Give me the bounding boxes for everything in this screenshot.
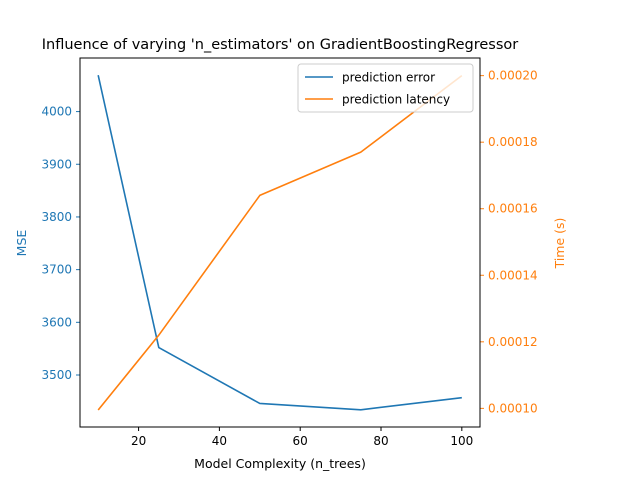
legend-label: prediction error: [342, 71, 435, 85]
y-tick-label-left: 3600: [41, 315, 72, 329]
x-axis-label: Model Complexity (n_trees): [194, 456, 366, 471]
x-axis: 20 40 60 80 100: [131, 427, 473, 448]
chart-title: Influence of varying 'n_estimators' on G…: [42, 37, 519, 53]
legend-box: [297, 63, 474, 113]
series-line-prediction-latency: [97, 74, 463, 411]
x-tick-label: 100: [450, 434, 473, 448]
y-axis-right: 0.00010 0.00012 0.00014 0.00016 0.00018 0.000…: [480, 69, 538, 415]
x-tick-label: 60: [293, 434, 308, 448]
y-axis-label-left: MSE: [14, 230, 29, 257]
legend-label: prediction latency: [342, 93, 450, 107]
plot-frame: [79, 57, 481, 428]
y-tick-label-right: 0.00020: [488, 69, 538, 83]
legend: prediction error prediction latency: [297, 63, 474, 113]
y-tick-label-right: 0.00010: [488, 401, 538, 415]
y-axis-label-right: Time (s): [552, 218, 567, 270]
x-tick-label: 20: [131, 434, 146, 448]
y-tick-label-right: 0.00016: [488, 202, 538, 216]
series-line-prediction-error: [97, 75, 462, 411]
y-tick-label-right: 0.00012: [488, 335, 538, 349]
plot-area: [97, 74, 463, 411]
y-tick-label-right: 0.00018: [488, 135, 538, 149]
y-tick-label-left: 3800: [41, 210, 72, 224]
x-tick-label: 80: [373, 434, 388, 448]
y-axis-left: 3500 3600 3700 3800 3900 4000: [41, 105, 80, 382]
y-tick-label-left: 3500: [41, 368, 72, 382]
y-tick-label-left: 3700: [41, 263, 72, 277]
y-tick-label-left: 4000: [41, 105, 72, 119]
x-tick-label: 40: [212, 434, 227, 448]
y-tick-label-left: 3900: [41, 157, 72, 171]
y-tick-label-right: 0.00014: [488, 268, 538, 282]
